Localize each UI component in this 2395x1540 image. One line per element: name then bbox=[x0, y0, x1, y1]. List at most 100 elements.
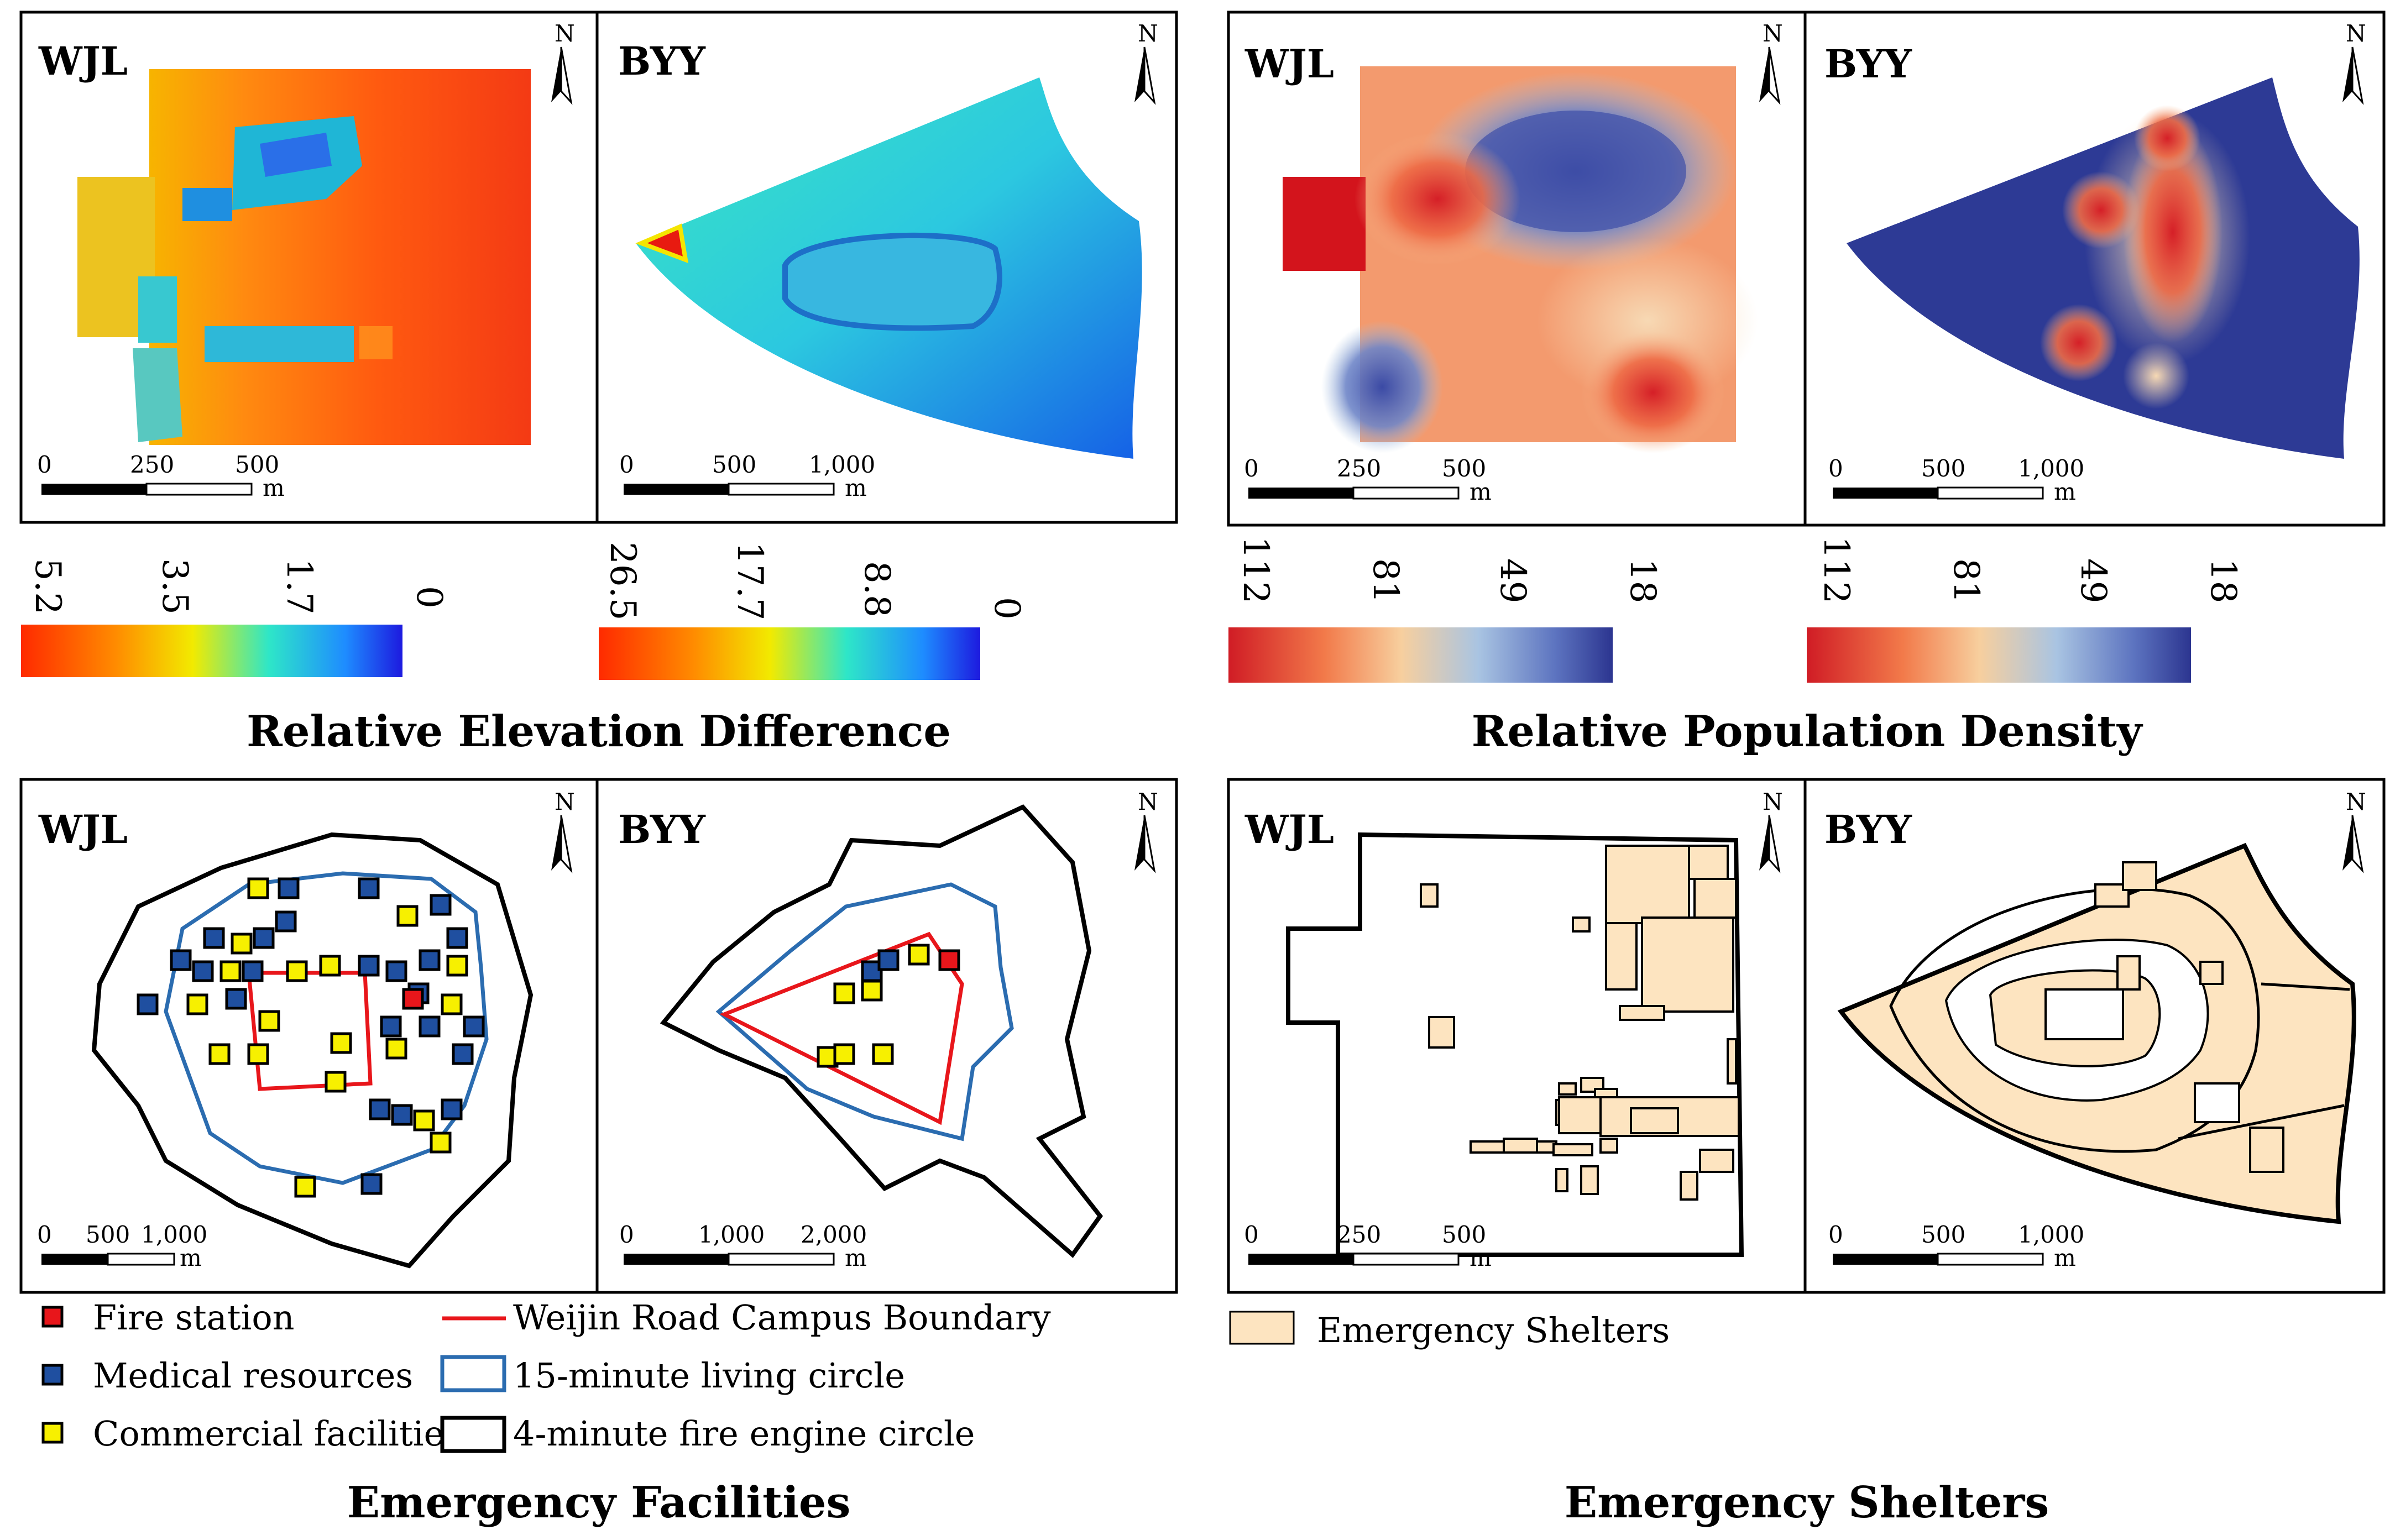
svg-text:0: 0 bbox=[619, 1221, 634, 1248]
svg-text:5.2: 5.2 bbox=[27, 558, 68, 615]
svg-text:N: N bbox=[1138, 788, 1158, 815]
legend-fire-station: Fire station bbox=[93, 1297, 295, 1338]
site-label-wjl-shel: WJL bbox=[1244, 806, 1334, 852]
scale-bar-byy-elev: 0 500 1,000 m bbox=[619, 451, 875, 501]
svg-text:1,000: 1,000 bbox=[2018, 455, 2084, 482]
legend-shelters: Emergency Shelters bbox=[1317, 1310, 1670, 1350]
elevation-colorbar-byy: 26.5 17.7 8.8 0 bbox=[599, 542, 1027, 680]
legend-fire-station-swatch bbox=[41, 1306, 64, 1328]
north-arrow-icon: N bbox=[1134, 20, 1158, 105]
legend-shelters-swatch bbox=[1229, 1311, 1295, 1345]
legend-campus: Weijin Road Campus Boundary bbox=[513, 1297, 1051, 1338]
svg-text:m: m bbox=[1470, 1244, 1492, 1271]
svg-text:18: 18 bbox=[1622, 558, 1663, 603]
shelters-title: Emergency Shelters bbox=[1565, 1478, 2049, 1528]
svg-text:500: 500 bbox=[86, 1221, 130, 1248]
legend-living15-swatch bbox=[440, 1355, 506, 1392]
facilities-legend: Fire station Medical resources Commercia… bbox=[41, 1297, 1051, 1454]
svg-text:1,000: 1,000 bbox=[141, 1221, 207, 1248]
svg-text:500: 500 bbox=[712, 451, 756, 478]
legend-medical: Medical resources bbox=[93, 1355, 413, 1396]
scale-bar-wjl-shel: 0 250 500 m bbox=[1244, 1221, 1492, 1271]
svg-text:8.8: 8.8 bbox=[856, 561, 897, 617]
population-colorbar-byy: 112 81 49 18 bbox=[1807, 536, 2244, 683]
svg-text:N: N bbox=[2346, 20, 2366, 47]
byy-shelters-map bbox=[1837, 842, 2356, 1224]
facilities-panel: WJL N 0 500 1,000 m bbox=[19, 778, 1178, 1294]
wjl-population-map bbox=[1283, 66, 1758, 453]
byy-population-map bbox=[1847, 77, 2360, 459]
svg-text:81: 81 bbox=[1946, 558, 1986, 603]
legend-commercial-swatch bbox=[41, 1422, 64, 1444]
elevation-title: Relative Elevation Difference bbox=[247, 706, 951, 757]
scale-bar-byy-shel: 0 500 1,000 m bbox=[1828, 1221, 2084, 1271]
svg-text:250: 250 bbox=[130, 451, 174, 478]
wjl-facility-points bbox=[137, 877, 485, 1198]
scale-bar-byy-pop: 0 500 1,000 m bbox=[1828, 455, 2084, 505]
svg-text:500: 500 bbox=[1921, 1221, 1965, 1248]
svg-text:N: N bbox=[2346, 788, 2366, 815]
site-label-byy-pop: BYY bbox=[1824, 41, 1912, 87]
svg-text:N: N bbox=[1763, 20, 1783, 47]
site-label-wjl-pop: WJL bbox=[1244, 41, 1334, 87]
shelters-panel: WJL N 0 250 500 m bbox=[1227, 778, 2386, 1294]
scale-bar-wjl-elev: 0 250 500 m bbox=[37, 451, 285, 501]
svg-text:m: m bbox=[845, 474, 867, 501]
svg-text:0: 0 bbox=[1244, 1221, 1259, 1248]
legend-fire4: 4-minute fire engine circle bbox=[513, 1413, 975, 1454]
byy-facilities-map bbox=[660, 804, 1103, 1258]
svg-text:81: 81 bbox=[1365, 558, 1406, 603]
svg-text:m: m bbox=[845, 1244, 867, 1271]
wjl-elevation-map bbox=[77, 69, 531, 445]
elevation-panel: WJL N 0 250 500 m BYY N 0 500 bbox=[19, 11, 1178, 524]
svg-text:1,000: 1,000 bbox=[2018, 1221, 2084, 1248]
svg-text:m: m bbox=[180, 1244, 202, 1271]
site-label-byy-elev: BYY bbox=[618, 38, 706, 84]
svg-text:112: 112 bbox=[1816, 536, 1857, 604]
elevation-colorbar-wjl: 5.2 3.5 1.7 0 bbox=[21, 558, 449, 677]
scale-bar-byy-fac: 0 1,000 2,000 m bbox=[619, 1221, 867, 1271]
legend-medical-swatch bbox=[41, 1364, 64, 1386]
svg-text:m: m bbox=[2054, 1244, 2076, 1271]
svg-text:26.5: 26.5 bbox=[602, 542, 643, 621]
site-label-wjl-elev: WJL bbox=[38, 38, 128, 84]
svg-text:1.7: 1.7 bbox=[279, 558, 320, 615]
svg-text:500: 500 bbox=[1442, 1221, 1486, 1248]
north-arrow-icon: N bbox=[1759, 788, 1783, 873]
svg-text:49: 49 bbox=[1492, 558, 1533, 603]
population-colorbar-wjl: 112 81 49 18 bbox=[1228, 536, 1663, 683]
wjl-shelters-map bbox=[1286, 832, 1744, 1257]
north-arrow-icon: N bbox=[551, 788, 575, 873]
north-arrow-icon: N bbox=[1134, 788, 1158, 873]
svg-text:17.7: 17.7 bbox=[729, 542, 770, 621]
site-label-byy-fac: BYY bbox=[618, 806, 706, 852]
svg-text:500: 500 bbox=[235, 451, 279, 478]
site-label-wjl-fac: WJL bbox=[38, 806, 128, 852]
legend-commercial: Commercial facilities bbox=[93, 1413, 462, 1454]
svg-text:0: 0 bbox=[986, 597, 1027, 620]
svg-text:250: 250 bbox=[1337, 1221, 1381, 1248]
svg-text:0: 0 bbox=[1244, 455, 1259, 482]
svg-text:49: 49 bbox=[2073, 558, 2114, 603]
svg-text:500: 500 bbox=[1921, 455, 1965, 482]
north-arrow-icon: N bbox=[2342, 788, 2366, 873]
population-panel: WJL N 0 250 500 m BYY N bbox=[1227, 11, 2386, 527]
svg-text:0: 0 bbox=[37, 451, 52, 478]
scale-bar-wjl-pop: 0 250 500 m bbox=[1244, 455, 1492, 505]
svg-text:N: N bbox=[555, 788, 575, 815]
legend-living15: 15-minute living circle bbox=[513, 1355, 905, 1396]
svg-text:500: 500 bbox=[1442, 455, 1486, 482]
north-arrow-icon: N bbox=[551, 20, 575, 105]
svg-text:m: m bbox=[1470, 478, 1492, 505]
north-arrow-icon: N bbox=[1759, 20, 1783, 105]
site-label-byy-shel: BYY bbox=[1824, 806, 1912, 852]
svg-text:3.5: 3.5 bbox=[154, 558, 195, 615]
legend-fire4-swatch bbox=[440, 1416, 506, 1453]
svg-text:m: m bbox=[263, 474, 285, 501]
svg-text:0: 0 bbox=[409, 586, 449, 609]
svg-text:1,000: 1,000 bbox=[809, 451, 875, 478]
byy-elevation-map bbox=[635, 77, 1142, 459]
svg-text:0: 0 bbox=[37, 1221, 52, 1248]
svg-text:250: 250 bbox=[1337, 455, 1381, 482]
